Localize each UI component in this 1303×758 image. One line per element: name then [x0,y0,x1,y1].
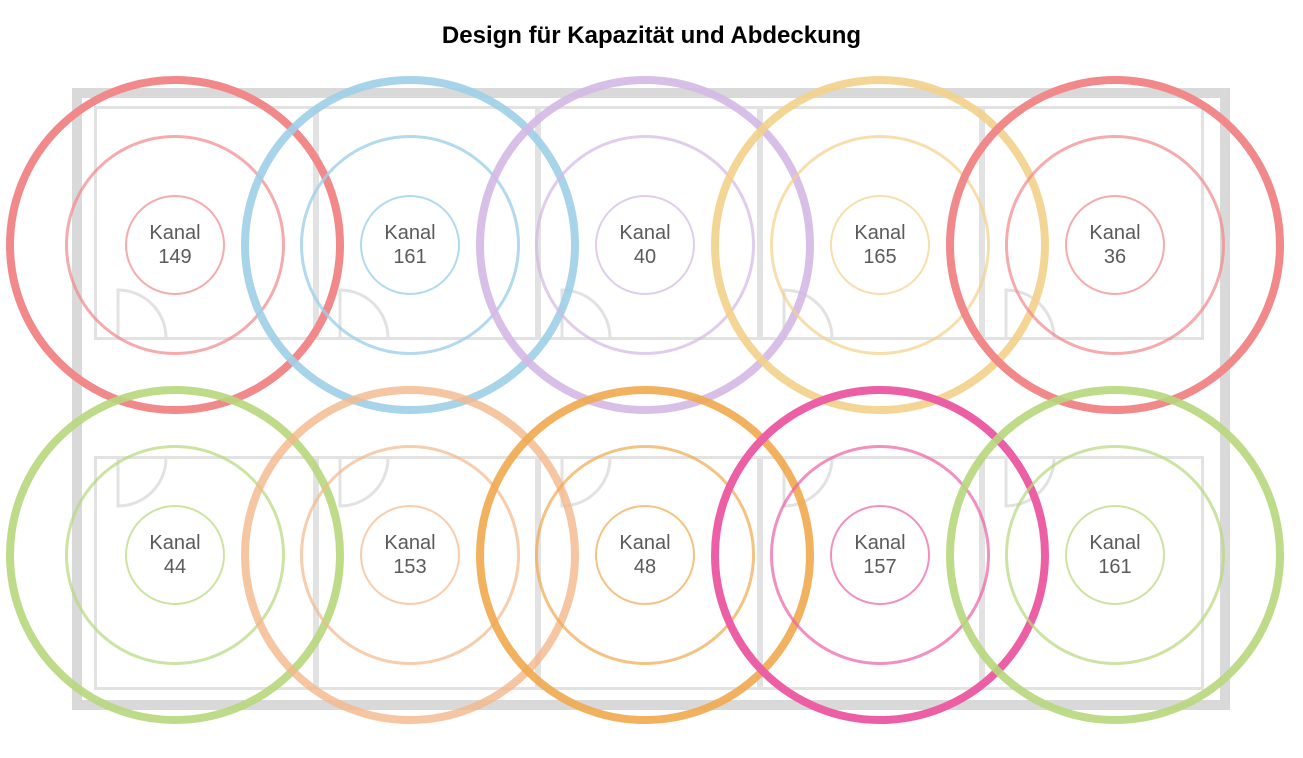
channel-label: Kanal157 [854,531,905,579]
channel-label: Kanal44 [149,531,200,579]
channel-number: 149 [149,245,200,269]
channel-label: Kanal165 [854,221,905,269]
channel-label-word: Kanal [384,221,435,245]
channel-label-word: Kanal [854,221,905,245]
channel-number: 165 [854,245,905,269]
channel-label-word: Kanal [1089,221,1140,245]
channel-number: 157 [854,555,905,579]
channel-label: Kanal153 [384,531,435,579]
channel-number: 48 [619,555,670,579]
channel-number: 153 [384,555,435,579]
channel-label: Kanal149 [149,221,200,269]
channel-label-word: Kanal [384,531,435,555]
channel-number: 161 [384,245,435,269]
channel-label-word: Kanal [854,531,905,555]
channel-label-word: Kanal [149,221,200,245]
channel-label-word: Kanal [149,531,200,555]
channel-number: 40 [619,245,670,269]
channel-label: Kanal36 [1089,221,1140,269]
channel-36: Kanal36 [946,76,1284,414]
diagram-title: Design für Kapazität und Abdeckung [442,22,861,50]
channel-label-word: Kanal [1089,531,1140,555]
channel-label: Kanal48 [619,531,670,579]
channel-label-word: Kanal [619,221,670,245]
channel-label-word: Kanal [619,531,670,555]
channel-label: Kanal161 [384,221,435,269]
channel-number: 161 [1089,555,1140,579]
channel-label: Kanal161 [1089,531,1140,579]
channel-161: Kanal161 [946,386,1284,724]
channel-number: 36 [1089,245,1140,269]
channel-number: 44 [149,555,200,579]
channel-label: Kanal40 [619,221,670,269]
